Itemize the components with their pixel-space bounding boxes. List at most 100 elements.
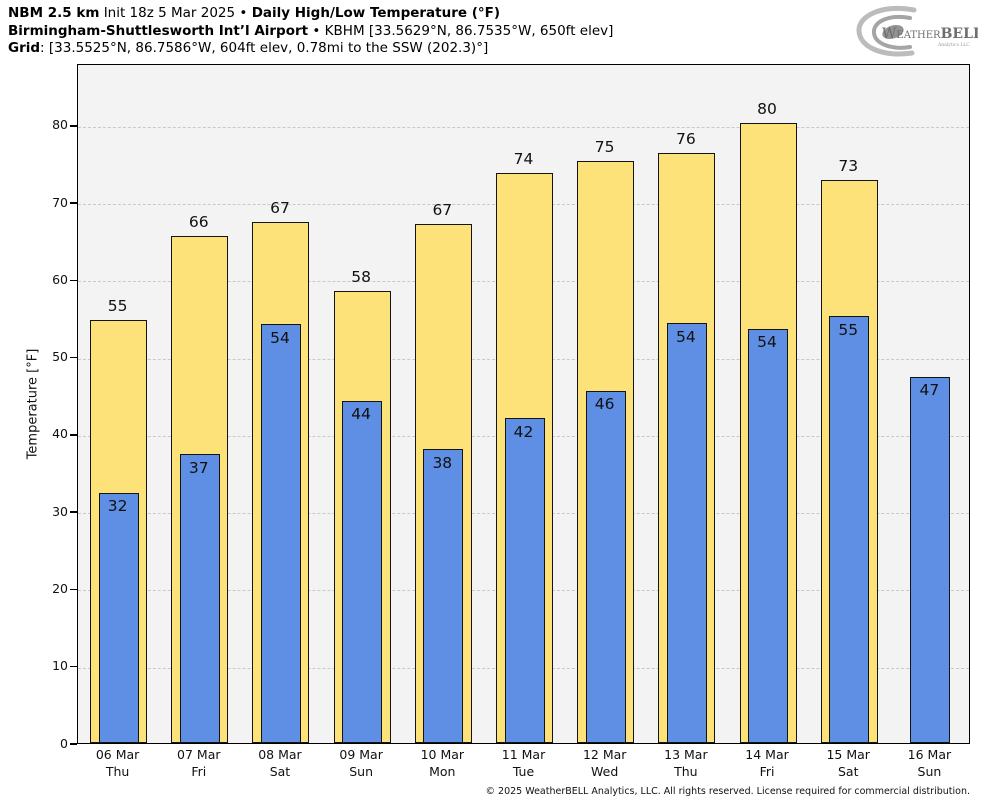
high-value-label: 73	[838, 157, 859, 176]
copyright-notice: © 2025 WeatherBELL Analytics, LLC. All r…	[485, 786, 970, 797]
low-value-label: 32	[107, 497, 128, 516]
low-bar	[829, 316, 870, 743]
x-label-day: Tue	[512, 763, 535, 779]
x-label-date: 14 Mar	[745, 747, 789, 762]
x-label-day: Sat	[269, 763, 291, 779]
x-label-date: 06 Mar	[95, 747, 140, 762]
y-tick-mark	[70, 434, 77, 436]
bullet-separator: •	[239, 5, 248, 21]
init-time: Init 18z 5 Mar 2025	[103, 5, 236, 21]
hurricane-swirl-icon	[856, 6, 917, 57]
low-value-label: 46	[594, 395, 615, 414]
grid-info: : [33.5525°N, 86.7586°W, 604ft elev, 0.7…	[40, 40, 489, 57]
y-tick-label: 70	[52, 194, 68, 210]
logo-brand-prefix: Weather	[882, 26, 941, 42]
chart-header: NBM 2.5 km Init 18z 5 Mar 2025 • Daily H…	[8, 5, 613, 58]
y-tick-mark	[70, 279, 77, 282]
low-bar	[748, 328, 789, 743]
x-label-day: Mon	[429, 763, 456, 779]
x-label-day: Sat	[837, 763, 859, 779]
x-label-date: 09 Mar	[339, 747, 383, 762]
x-label-day: Sun	[349, 763, 374, 779]
svg-text:WeatherBELL: WeatherBELL	[882, 26, 978, 42]
low-bar	[910, 376, 951, 743]
x-label-date: 08 Mar	[258, 747, 302, 762]
high-value-label: 80	[757, 99, 777, 118]
high-value-label: 58	[351, 267, 371, 286]
low-value-label: 42	[513, 422, 534, 441]
low-value-label: 54	[675, 327, 696, 346]
low-bar	[260, 324, 301, 743]
y-tick-label: 50	[52, 349, 68, 365]
low-bar	[423, 449, 464, 743]
logo-brand-suffix: BELL	[941, 26, 978, 42]
model-name: NBM 2.5 km	[8, 5, 100, 21]
low-value-label: 37	[188, 458, 209, 477]
x-axis-label: 11 Mar Tue	[482, 747, 566, 780]
x-axis-label: 09 Mar Sun	[319, 747, 403, 780]
high-value-label: 74	[513, 149, 534, 168]
y-axis-title: Temperature [°F]	[25, 348, 41, 460]
header-line-3: Grid: [33.5525°N, 86.7586°W, 604ft elev,…	[8, 40, 613, 58]
y-tick-label: 60	[52, 271, 68, 287]
weatherbell-logo: WeatherBELL Analytics LLC	[856, 6, 978, 57]
gridline-80	[78, 126, 969, 128]
x-label-day: Sun	[917, 763, 942, 779]
y-tick-label: 80	[52, 117, 68, 133]
high-value-label: 66	[188, 213, 209, 232]
low-bar	[98, 492, 139, 743]
x-axis-label: 15 Mar Sat	[806, 747, 890, 780]
x-label-date: 11 Mar	[501, 747, 546, 762]
x-label-date: 15 Mar	[826, 747, 870, 762]
x-axis-label: 10 Mar Mon	[400, 747, 484, 780]
grid-label: Grid	[8, 40, 41, 57]
x-label-day: Wed	[591, 763, 619, 779]
logo-subtext: Analytics LLC	[937, 42, 970, 48]
low-bar	[179, 454, 220, 743]
x-label-date: 12 Mar	[582, 747, 627, 762]
station-info: KBHM [33.5629°N, 86.7535°W, 650ft elev]	[324, 22, 614, 39]
low-bar	[666, 323, 707, 743]
high-value-label: 67	[432, 200, 453, 219]
station-name: Birmingham-Shuttlesworth Int’l Airport	[8, 22, 309, 39]
x-axis-label: 12 Mar Wed	[563, 747, 647, 780]
x-label-day: Fri	[191, 763, 207, 779]
low-value-label: 54	[757, 333, 777, 352]
x-axis-label: 06 Mar Thu	[76, 747, 160, 780]
y-tick-mark	[70, 665, 77, 668]
y-tick-label: 10	[52, 658, 68, 674]
low-bar	[342, 400, 383, 743]
y-tick-mark	[70, 125, 77, 127]
low-bar	[504, 418, 545, 743]
y-tick-mark	[70, 511, 77, 513]
x-label-day: Thu	[105, 763, 130, 779]
y-tick-label: 20	[52, 580, 68, 596]
low-value-label: 44	[351, 405, 371, 424]
y-tick-label: 0	[60, 735, 68, 751]
y-tick-mark	[70, 202, 77, 204]
header-line-1: NBM 2.5 km Init 18z 5 Mar 2025 • Daily H…	[8, 5, 613, 23]
x-label-date: 10 Mar	[420, 747, 465, 762]
x-axis-label: 07 Mar Fri	[157, 747, 241, 780]
plot-area	[77, 64, 970, 744]
header-line-2: Birmingham-Shuttlesworth Int’l Airport •…	[8, 23, 613, 41]
x-label-date: 16 Mar	[907, 747, 952, 762]
product-title: Daily High/Low Temperature (°F)	[251, 5, 501, 21]
x-label-date: 07 Mar	[177, 747, 221, 762]
y-tick-mark	[70, 356, 77, 359]
low-value-label: 38	[432, 453, 453, 472]
high-value-label: 75	[594, 138, 615, 157]
high-value-label: 55	[107, 296, 128, 315]
bullet-separator: •	[312, 22, 321, 39]
low-value-label: 55	[838, 320, 859, 339]
y-tick-mark	[70, 743, 77, 745]
low-bar	[585, 390, 626, 743]
x-axis-label: 16 Mar Sun	[887, 747, 971, 780]
x-axis-label: 13 Mar Thu	[644, 747, 728, 780]
x-axis-label: 08 Mar Sat	[238, 747, 322, 780]
x-axis-label: 14 Mar Fri	[725, 747, 809, 780]
y-tick-mark	[70, 588, 77, 591]
y-tick-label: 30	[52, 503, 68, 519]
low-value-label: 47	[919, 381, 940, 400]
